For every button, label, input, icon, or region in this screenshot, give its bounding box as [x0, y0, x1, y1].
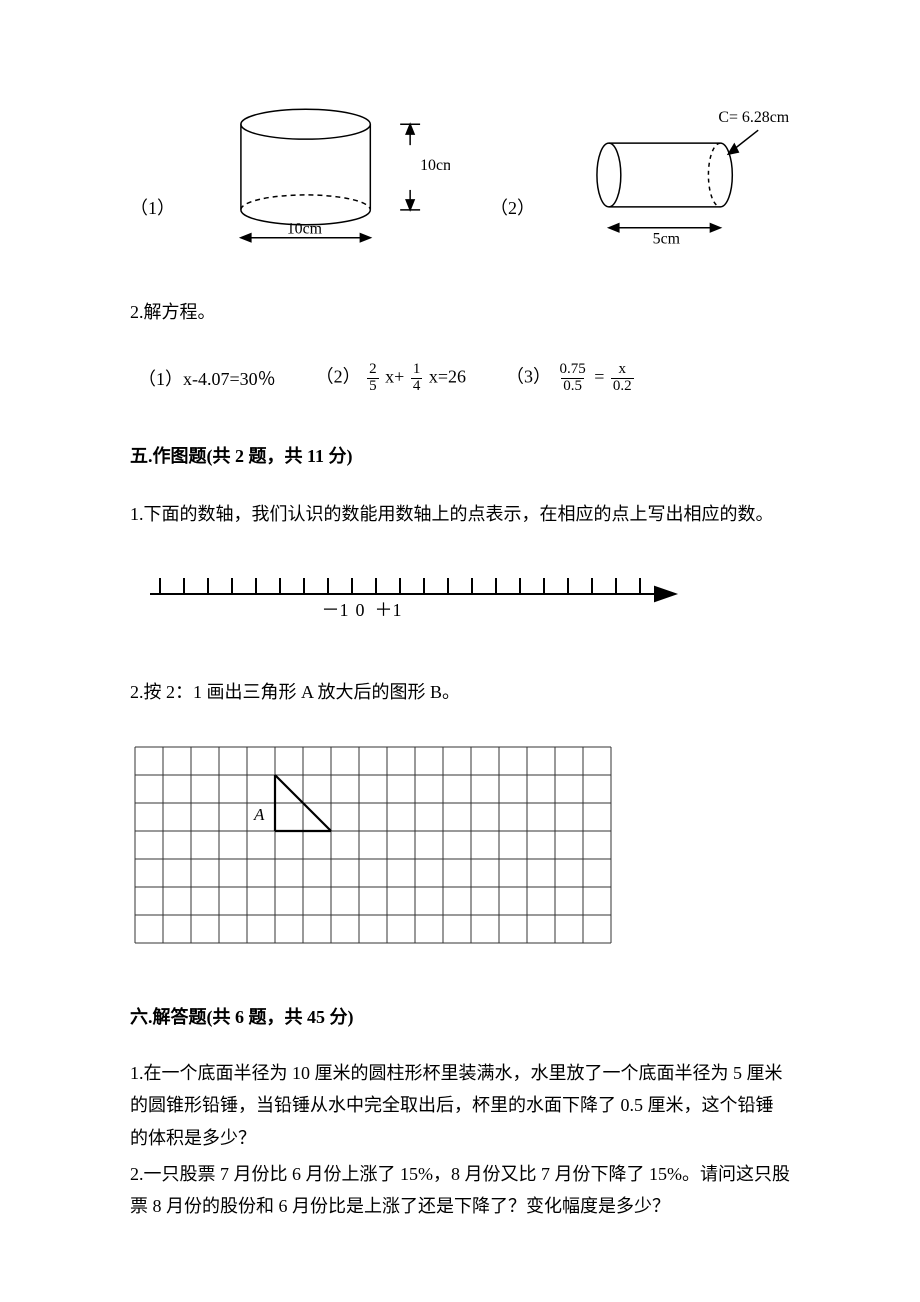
equations-line: （1）x-4.07=30％ （2） 2 5 x+ 1 4 x=26 （3） 0.…: [138, 362, 790, 395]
number-line-figure: －1 0 ＋1: [130, 564, 690, 634]
triangle-label: A: [253, 805, 265, 824]
eq3-fracR-num: x: [617, 362, 629, 378]
eq3-eq: =: [594, 366, 609, 386]
equation-3: （3） 0.75 0.5 = x 0.2: [506, 362, 636, 395]
section-5-title: 五.作图题(共 2 题，共 11 分): [130, 442, 790, 468]
eq3-fracR-den: 0.2: [611, 378, 634, 395]
eq3-fracL: 0.75 0.5: [557, 362, 587, 395]
cylinder-diameter-label: 10cm: [287, 221, 323, 238]
numberline-neg1: －1: [322, 600, 349, 620]
cylinder-height-label: 10cm: [420, 157, 450, 174]
eq2-frac1: 2 5: [367, 362, 379, 395]
cylinder-side-figure: C= 6.28cm 5cm: [581, 100, 790, 250]
section-6-title: 六.解答题(共 6 题，共 45 分): [130, 1003, 790, 1029]
equation-2: （2） 2 5 x+ 1 4 x=26: [316, 362, 466, 395]
grid-figure: A: [130, 742, 623, 953]
eq3-fracR: x 0.2: [611, 362, 634, 395]
eq2-frac2-den: 4: [411, 378, 423, 395]
figure2-label: （2）: [490, 194, 535, 250]
eq2-frac2-num: 1: [411, 362, 423, 378]
eq3-fracL-num: 0.75: [557, 362, 587, 378]
cylinder-upright-figure: 10cm 10cm: [221, 100, 450, 250]
eq3-prefix: （3）: [506, 366, 551, 386]
eq2-frac1-den: 5: [367, 378, 379, 395]
section6-q2: 2.一只股票 7 月份比 6 月份上涨了 15%，8 月份又比 7 月份下降了 …: [130, 1158, 790, 1223]
figure1-label: （1）: [130, 194, 175, 250]
eq3-fracL-den: 0.5: [561, 378, 584, 395]
section5-q1: 1.下面的数轴，我们认识的数能用数轴上的点表示，在相应的点上写出相应的数。: [130, 496, 790, 534]
question-2-heading: 2.解方程。: [130, 294, 790, 332]
figure-row: （1）: [130, 100, 790, 250]
equation-1: （1）x-4.07=30％: [138, 365, 276, 391]
numberline-pos1: ＋1: [375, 600, 402, 620]
cylinder-circumference-label: C= 6.28cm: [718, 109, 789, 126]
section6-q1: 1.在一个底面半径为 10 厘米的圆柱形杯里装满水，水里放了一个底面半径为 5 …: [130, 1057, 790, 1154]
eq2-frac2: 1 4: [411, 362, 423, 395]
eq2-prefix: （2）: [316, 366, 361, 386]
section5-q2: 2.按 2：1 画出三角形 A 放大后的图形 B。: [130, 674, 790, 712]
cylinder-length-label: 5cm: [653, 231, 681, 248]
eq2-mid: x+: [385, 366, 404, 386]
numberline-zero: 0: [356, 600, 365, 620]
eq2-post: x=26: [429, 366, 466, 386]
eq2-frac1-num: 2: [367, 362, 379, 378]
